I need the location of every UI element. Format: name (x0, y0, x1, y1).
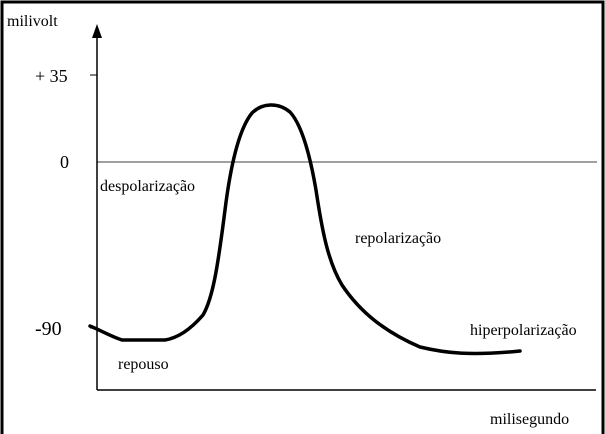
tick-label: -90 (35, 318, 62, 340)
x-axis-label: milisegundo (490, 411, 569, 428)
tick-label: 0 (60, 152, 69, 172)
annotation: hiperpolarização (470, 322, 577, 339)
annotation: despolarização (100, 178, 195, 195)
action-potential-curve (88, 103, 522, 356)
y-arrow (92, 24, 102, 38)
tick-label: + 35 (35, 66, 68, 86)
y-axis-label: milivolt (7, 13, 58, 30)
annotation: repouso (118, 356, 169, 373)
annotation: repolarização (355, 230, 441, 247)
